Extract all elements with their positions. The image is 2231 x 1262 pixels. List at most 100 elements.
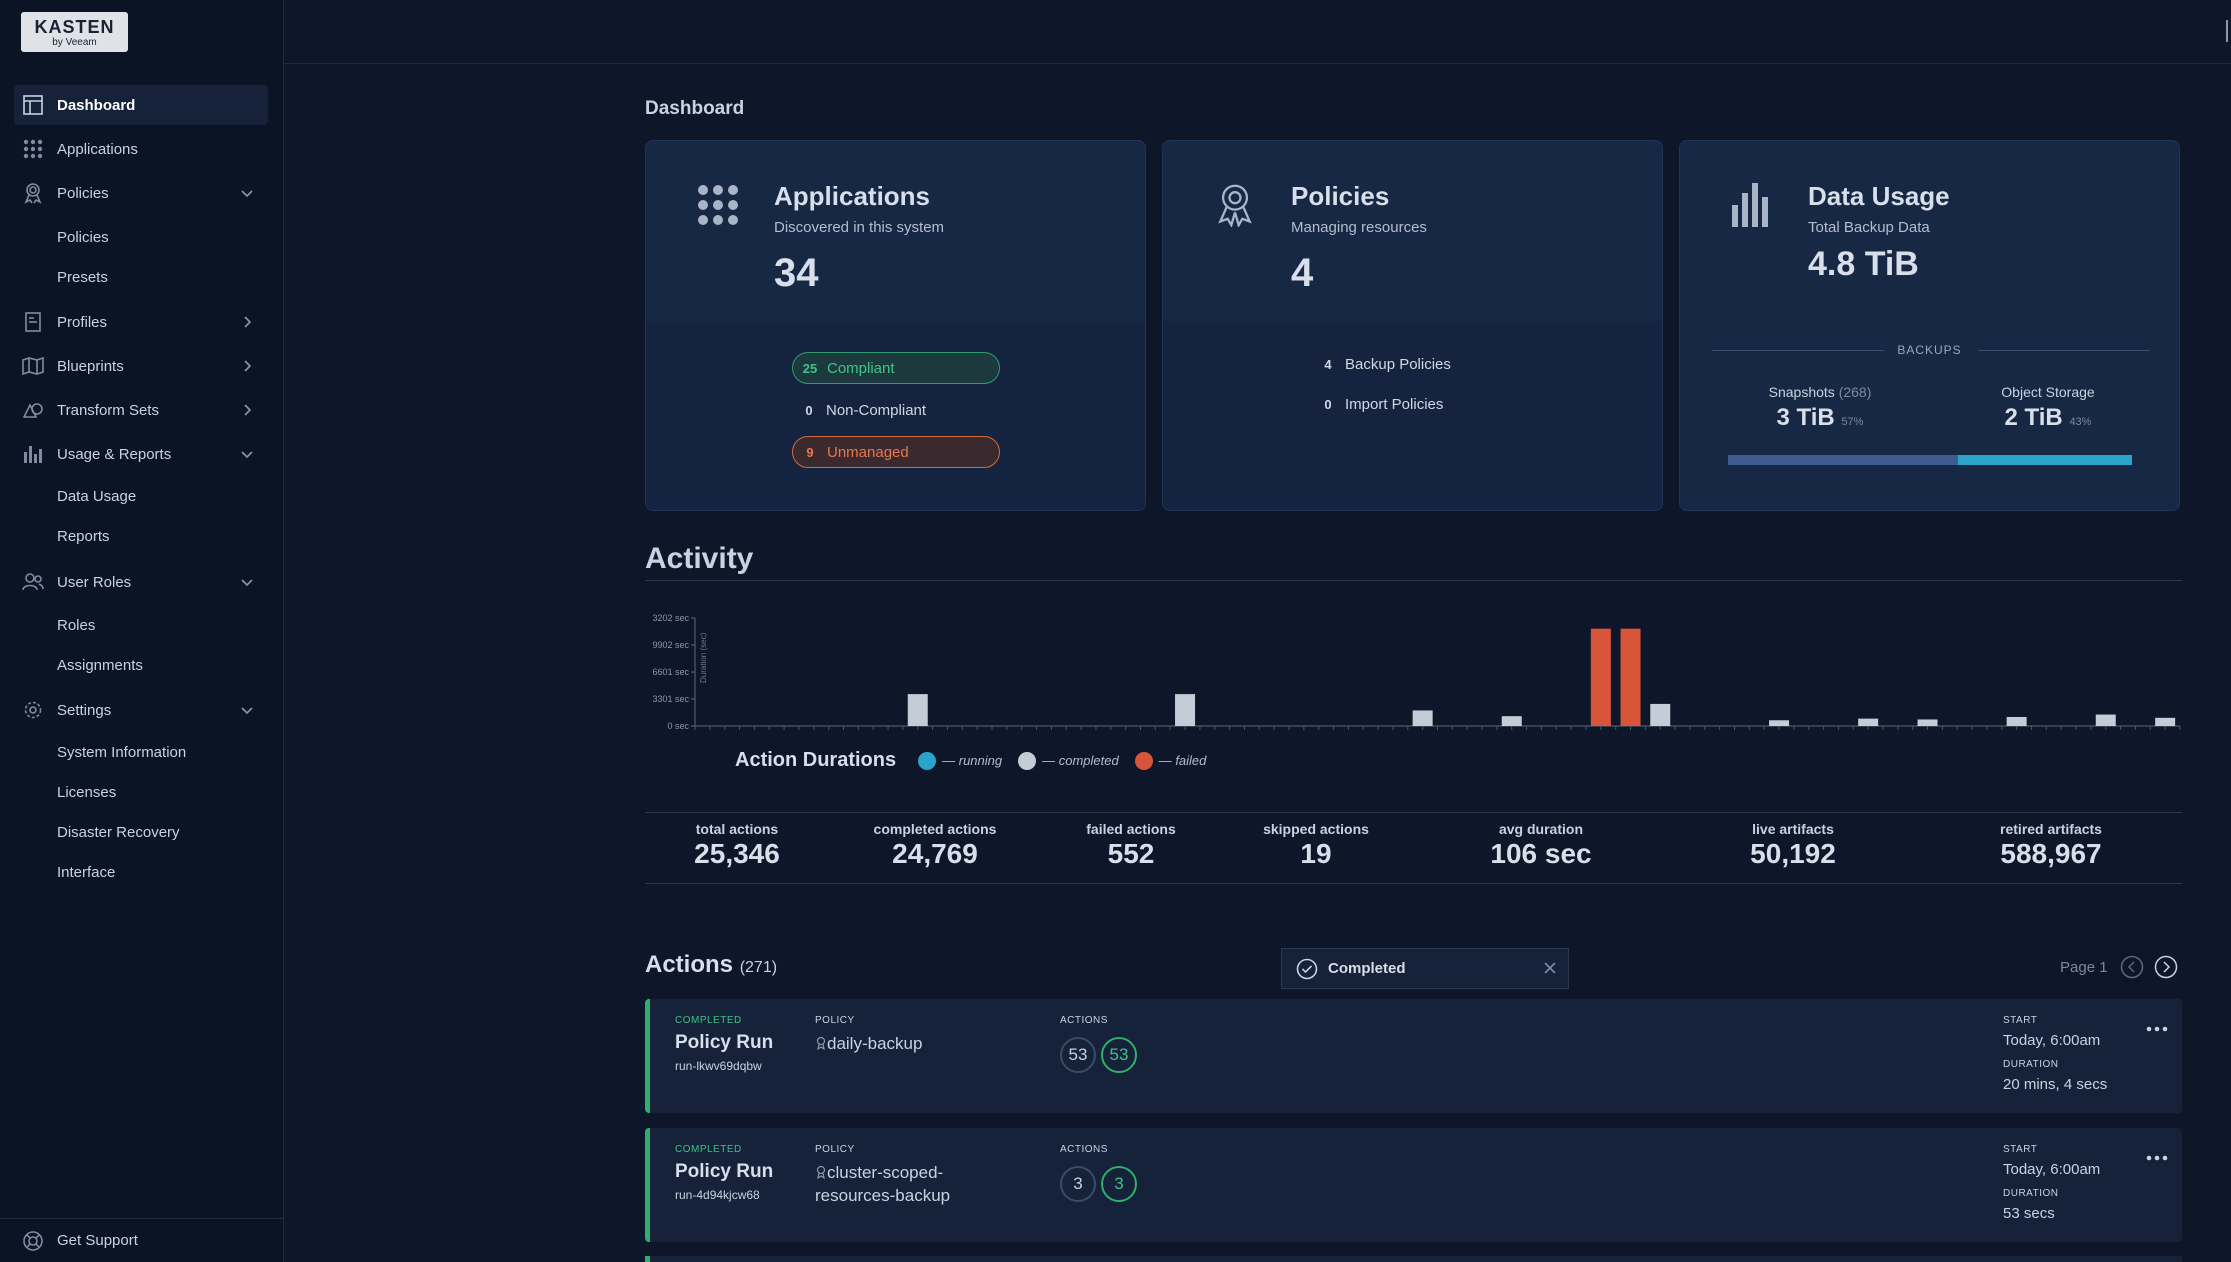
sidebar-item-profiles[interactable]: Profiles (14, 302, 268, 342)
action-row[interactable] (645, 1256, 2182, 1262)
sidebar-subitem-policies[interactable]: Policies (57, 229, 109, 246)
shapes-icon (22, 399, 44, 421)
action-durations-chart[interactable]: 0 sec 3301 sec 6601 sec 9902 sec 3202 sec Dur… (645, 608, 2182, 733)
actions-completed-badge: 53 (1101, 1037, 1137, 1073)
applications-card[interactable]: Applications Discovered in this system 3… (645, 140, 1146, 511)
status-label: COMPLETED (675, 1144, 742, 1155)
start-time: Today, 6:00am (2003, 1161, 2101, 1178)
get-support-link[interactable]: Get Support (0, 1218, 284, 1262)
topbar-edge-icon[interactable] (2226, 20, 2231, 42)
sidebar-subitem-reports[interactable]: Reports (57, 528, 110, 545)
users-icon (22, 571, 44, 593)
actions-label: ACTIONS (1060, 1144, 1108, 1155)
snapshots-value: 3 TiB (1776, 404, 1835, 431)
action-row[interactable]: COMPLETED Policy Run run-4d94kjcw68 POLI… (645, 1128, 2182, 1242)
activity-divider (645, 580, 2182, 581)
pill-label: Compliant (827, 359, 895, 377)
legend-dot (918, 751, 937, 770)
close-icon[interactable] (1542, 960, 1558, 976)
sidebar-subitem-roles[interactable]: Roles (57, 617, 96, 634)
legend-dot (1134, 751, 1153, 770)
next-page-icon[interactable] (2154, 955, 2178, 979)
activity-stats: total actions 25,346 completed actions 24,… (645, 812, 2182, 884)
legend-item-running[interactable]: — running (918, 751, 1002, 770)
grid-icon (698, 185, 738, 225)
policy-name[interactable]: cluster-scoped-resources-backup (815, 1161, 955, 1207)
stat-label: skipped actions (1263, 821, 1369, 837)
chevron-right-icon[interactable] (238, 401, 256, 419)
pill-count: 9 (806, 444, 814, 460)
chevron-down-icon[interactable] (238, 184, 256, 202)
more-options-icon[interactable] (2145, 1023, 2169, 1035)
y-tick-label: 0 sec (667, 721, 689, 731)
stat-label: total actions (695, 821, 779, 837)
actions-label: ACTIONS (1060, 1015, 1108, 1026)
stat-value: 552 (1107, 838, 1155, 869)
sidebar-item-label: Policies (57, 184, 109, 202)
object-storage-bar (1958, 455, 2132, 465)
page-indicator: Page 1 (2060, 958, 2108, 976)
bar-completed (1858, 718, 1879, 726)
start-label: START (2003, 1015, 2038, 1026)
compliant-pill[interactable]: 25 Compliant (792, 352, 1000, 384)
backup-policies-pill[interactable]: 4 Backup Policies (1311, 348, 1511, 380)
pagination: Page 1 (2060, 955, 2178, 979)
sidebar-item-policies[interactable]: Policies (14, 173, 268, 213)
status-filter-chip[interactable]: Completed (1281, 948, 1569, 989)
duration-label: DURATION (2003, 1188, 2059, 1199)
policy-name[interactable]: daily-backup (815, 1032, 955, 1055)
action-row[interactable]: COMPLETED Policy Run run-lkwv69dqbw POLI… (645, 999, 2182, 1113)
sidebar-item-settings[interactable]: Settings (14, 690, 268, 730)
stat-value: 588,967 (2000, 838, 2102, 869)
snapshots-bar (1728, 455, 1959, 465)
previous-page-icon[interactable] (2120, 955, 2144, 979)
sidebar-subitem-interface[interactable]: Interface (57, 864, 116, 881)
start-label: START (2003, 1144, 2038, 1155)
sidebar-item-transform-sets[interactable]: Transform Sets (14, 390, 268, 430)
non-compliant-pill[interactable]: 0 Non-Compliant (792, 394, 1000, 426)
legend-item-failed[interactable]: — failed (1134, 751, 1206, 770)
import-policies-pill[interactable]: 0 Import Policies (1311, 388, 1511, 420)
status-label: COMPLETED (675, 1015, 742, 1026)
stat-completed-actions: completed actions 24,769 (835, 821, 1035, 870)
legend-title: Action Durations (735, 749, 897, 771)
logo-subtext: by Veeam (52, 37, 97, 48)
y-tick-label: 9902 sec (652, 640, 689, 650)
sidebar-item-dashboard[interactable]: Dashboard (14, 85, 268, 125)
sidebar-item-user-roles[interactable]: User Roles (14, 562, 268, 602)
stat-value: 106 sec (1490, 838, 1592, 869)
sidebar-item-applications[interactable]: Applications (14, 129, 268, 169)
policies-card[interactable]: Policies Managing resources 4 4 Backup P… (1162, 140, 1663, 511)
kasten-logo[interactable]: KASTEN by Veeam (21, 12, 128, 52)
sidebar-subitem-system-information[interactable]: System Information (57, 744, 187, 761)
pill-label: Backup Policies (1345, 355, 1451, 373)
data-usage-card[interactable]: Data Usage Total Backup Data 4.8 TiB BAC… (1679, 140, 2180, 511)
grid-icon (22, 138, 44, 160)
chevron-down-icon[interactable] (238, 701, 256, 719)
stat-value: 50,192 (1750, 838, 1836, 869)
stat-value: 19 (1300, 838, 1332, 869)
sidebar-item-blueprints[interactable]: Blueprints (14, 346, 268, 386)
unmanaged-pill[interactable]: 9 Unmanaged (792, 436, 1000, 468)
stat-label: completed actions (873, 821, 997, 837)
chevron-down-icon[interactable] (238, 445, 256, 463)
bar-completed (2095, 714, 2116, 726)
sidebar-item-usage-reports[interactable]: Usage & Reports (14, 434, 268, 474)
run-id: run-lkwv69dqbw (675, 1059, 762, 1073)
policy-name-text: cluster-scoped-resources-backup (815, 1163, 951, 1205)
card-title: Data Usage (1808, 181, 1950, 211)
chevron-down-icon[interactable] (238, 573, 256, 591)
sidebar-subitem-presets[interactable]: Presets (57, 269, 108, 286)
sidebar-subitem-licenses[interactable]: Licenses (57, 784, 117, 801)
chevron-right-icon[interactable] (238, 357, 256, 375)
sidebar-subitem-disaster-recovery[interactable]: Disaster Recovery (57, 824, 180, 841)
chevron-right-icon[interactable] (238, 313, 256, 331)
policy-label: POLICY (815, 1144, 855, 1155)
more-options-icon[interactable] (2145, 1152, 2169, 1164)
sidebar-subitem-data-usage[interactable]: Data Usage (57, 488, 137, 505)
stat-total-actions: total actions 25,346 (637, 821, 837, 870)
sidebar-subitem-assignments[interactable]: Assignments (57, 657, 143, 674)
legend-item-completed[interactable]: — completed (1018, 751, 1119, 770)
snapshots-count: (268) (1838, 384, 1872, 400)
snapshots-label: Snapshots (1768, 384, 1835, 400)
